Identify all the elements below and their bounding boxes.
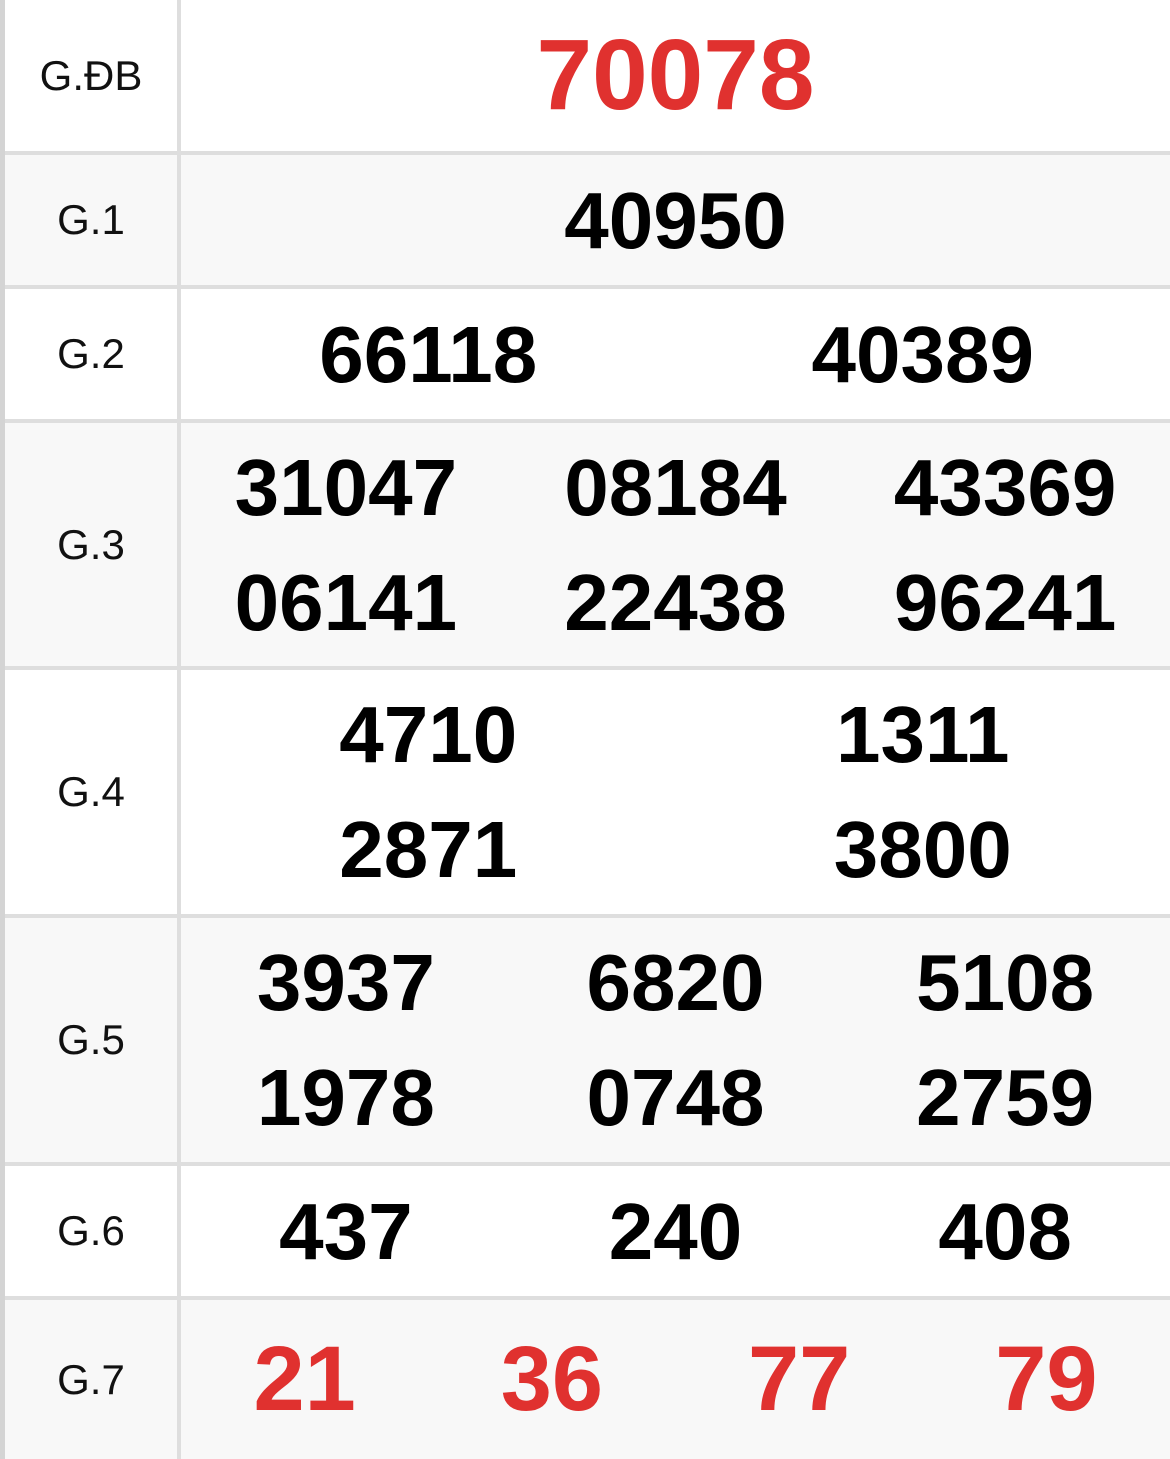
prize-number: 1311 — [835, 690, 1010, 779]
prize-number: 79 — [995, 1328, 1098, 1430]
prize-row: G.5 3937 6820 5108 1978 0748 2759 — [5, 918, 1170, 1166]
prize-number: 3800 — [833, 805, 1012, 894]
prize-number: 1978 — [256, 1053, 435, 1142]
prize-number: 437 — [279, 1186, 413, 1276]
prize-row: G.7 21 36 77 79 — [5, 1300, 1170, 1459]
prize-number: 5108 — [916, 938, 1095, 1027]
prize-number: 70078 — [536, 19, 815, 131]
prize-label: G.3 — [5, 423, 181, 666]
prize-number: 240 — [608, 1186, 743, 1276]
prize-number: 408 — [938, 1186, 1072, 1276]
prize-number: 0748 — [586, 1053, 765, 1142]
prize-label: G.6 — [5, 1166, 181, 1296]
prize-row: G.ĐB 70078 — [5, 0, 1170, 155]
prize-label: G.4 — [5, 670, 181, 914]
prize-label: G.ĐB — [5, 0, 181, 151]
prize-row: G.6 437 240 408 — [5, 1166, 1170, 1300]
prize-number: 21 — [253, 1328, 356, 1430]
prize-label: G.5 — [5, 918, 181, 1162]
prize-number: 22438 — [564, 557, 787, 647]
prize-number: 06141 — [234, 557, 458, 647]
prize-number: 36 — [500, 1328, 604, 1430]
prize-number: 96241 — [893, 557, 1117, 647]
prize-numbers: 4710 1311 2871 3800 — [181, 670, 1170, 914]
prize-numbers: 66118 40389 — [181, 289, 1170, 419]
prize-number: 08184 — [564, 442, 787, 532]
prize-number: 31047 — [234, 442, 458, 532]
prize-number: 43369 — [893, 442, 1117, 532]
prize-numbers: 3937 6820 5108 1978 0748 2759 — [181, 918, 1170, 1162]
prize-number: 4710 — [339, 690, 518, 779]
prize-row: G.2 66118 40389 — [5, 289, 1170, 423]
prize-number: 2871 — [339, 805, 518, 894]
prize-numbers: 437 240 408 — [181, 1166, 1170, 1296]
prize-numbers: 21 36 77 79 — [181, 1300, 1170, 1459]
prize-number: 3937 — [256, 938, 435, 1027]
prize-number: 40389 — [811, 309, 1034, 399]
prize-label: G.1 — [5, 155, 181, 285]
prize-number: 40950 — [564, 175, 787, 265]
prize-row: G.1 40950 — [5, 155, 1170, 289]
prize-number: 77 — [747, 1328, 851, 1430]
prize-row: G.3 31047 08184 43369 06141 22438 96241 — [5, 423, 1170, 670]
prize-number: 2759 — [916, 1053, 1095, 1142]
prize-label: G.7 — [5, 1300, 181, 1459]
prize-numbers: 31047 08184 43369 06141 22438 96241 — [181, 423, 1170, 666]
prize-number: 6820 — [586, 938, 765, 1027]
prize-row: G.4 4710 1311 2871 3800 — [5, 670, 1170, 918]
prize-numbers: 40950 — [181, 155, 1170, 285]
prize-number: 66118 — [319, 309, 538, 399]
prize-numbers: 70078 — [181, 0, 1170, 151]
prize-label: G.2 — [5, 289, 181, 419]
